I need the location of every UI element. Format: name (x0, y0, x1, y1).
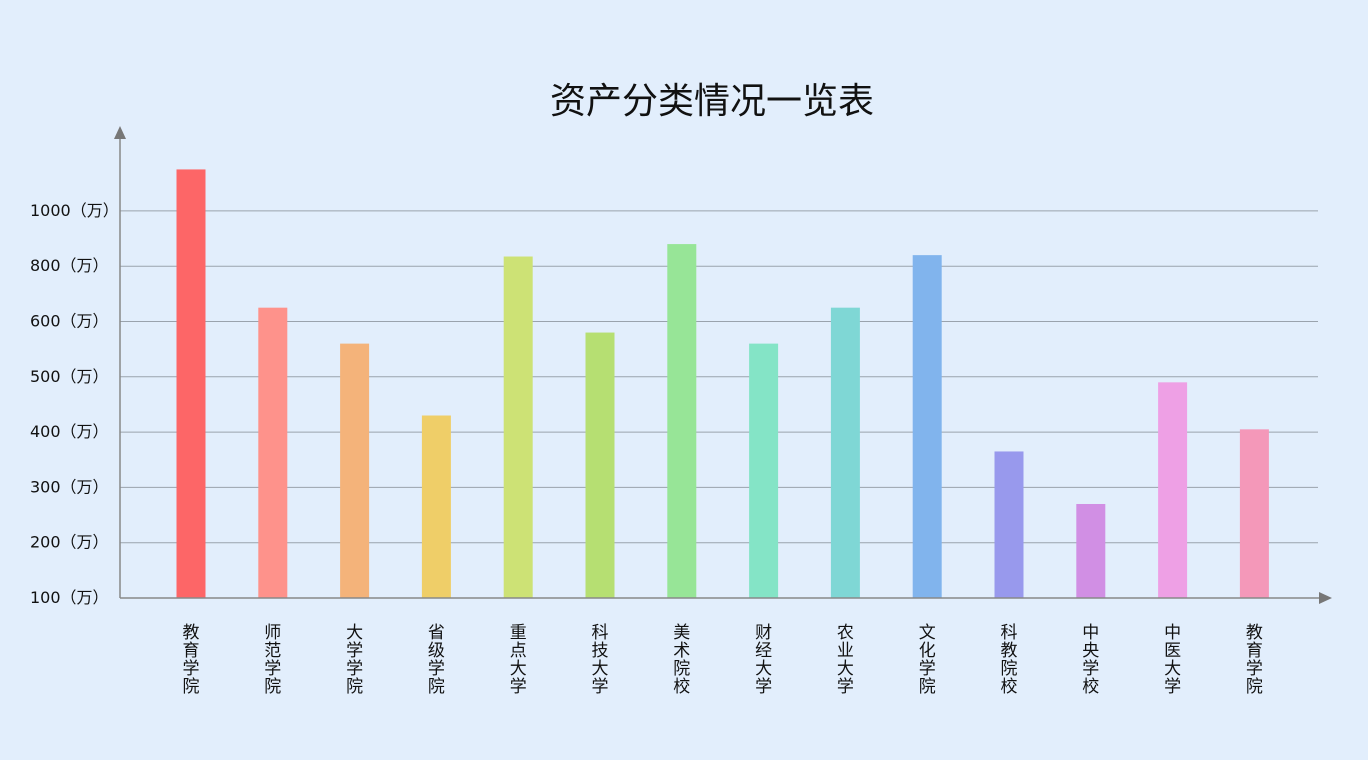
x-tick-label: 省级学院 (428, 623, 445, 697)
y-tick-label: 600（万） (30, 312, 109, 331)
bars (176, 169, 1269, 599)
bar (1076, 503, 1106, 598)
y-tick-label: 1000（万） (30, 201, 119, 220)
x-tick-label: 科教院校 (1001, 623, 1018, 697)
x-tick-label: 中医大学 (1164, 623, 1181, 697)
x-tick-label: 财经大学 (755, 623, 772, 697)
chart-title: 资产分类情况一览表 (549, 81, 874, 122)
y-tick-label: 100（万） (30, 588, 109, 607)
x-axis-ticks: 教育学院 师范学院 大学学院 省级学院 重点大学 科技大学 美术院校 财经大学 农业大学 文化学院… (183, 623, 1263, 697)
y-axis-arrow (114, 126, 126, 139)
y-axis-ticks: 100（万） 200（万） 300（万） 400（万） 500（万） 600（万） 800（… (30, 201, 119, 607)
grid-lines (120, 210, 1318, 544)
bar (585, 332, 615, 598)
x-tick-label: 文化学院 (919, 623, 936, 697)
x-tick-label: 教育学院 (1246, 623, 1263, 697)
bar (176, 169, 206, 599)
x-tick-label: 教育学院 (183, 623, 200, 697)
axes (114, 126, 1332, 604)
x-tick-label: 美术院校 (673, 623, 690, 697)
x-tick-label: 中央学校 (1082, 623, 1099, 697)
bar (667, 244, 697, 598)
y-tick-label: 500（万） (30, 367, 109, 386)
bar (912, 255, 942, 598)
y-tick-label: 300（万） (30, 477, 109, 496)
bar (1158, 382, 1188, 598)
bar (258, 307, 288, 598)
y-tick-label: 800（万） (30, 256, 109, 275)
bar (994, 451, 1024, 598)
bar (421, 415, 451, 598)
x-tick-label: 农业大学 (837, 623, 854, 697)
x-tick-label: 重点大学 (510, 623, 527, 697)
bar (1239, 429, 1269, 598)
bar (830, 307, 860, 598)
x-tick-label: 科技大学 (592, 623, 609, 697)
x-tick-label: 大学学院 (346, 623, 363, 697)
bar (749, 343, 779, 598)
y-tick-label: 400（万） (30, 422, 109, 441)
bar (340, 343, 370, 598)
y-tick-label: 200（万） (30, 533, 109, 552)
bar (503, 256, 533, 598)
x-axis-arrow (1319, 592, 1332, 604)
x-tick-label: 师范学院 (264, 623, 281, 697)
